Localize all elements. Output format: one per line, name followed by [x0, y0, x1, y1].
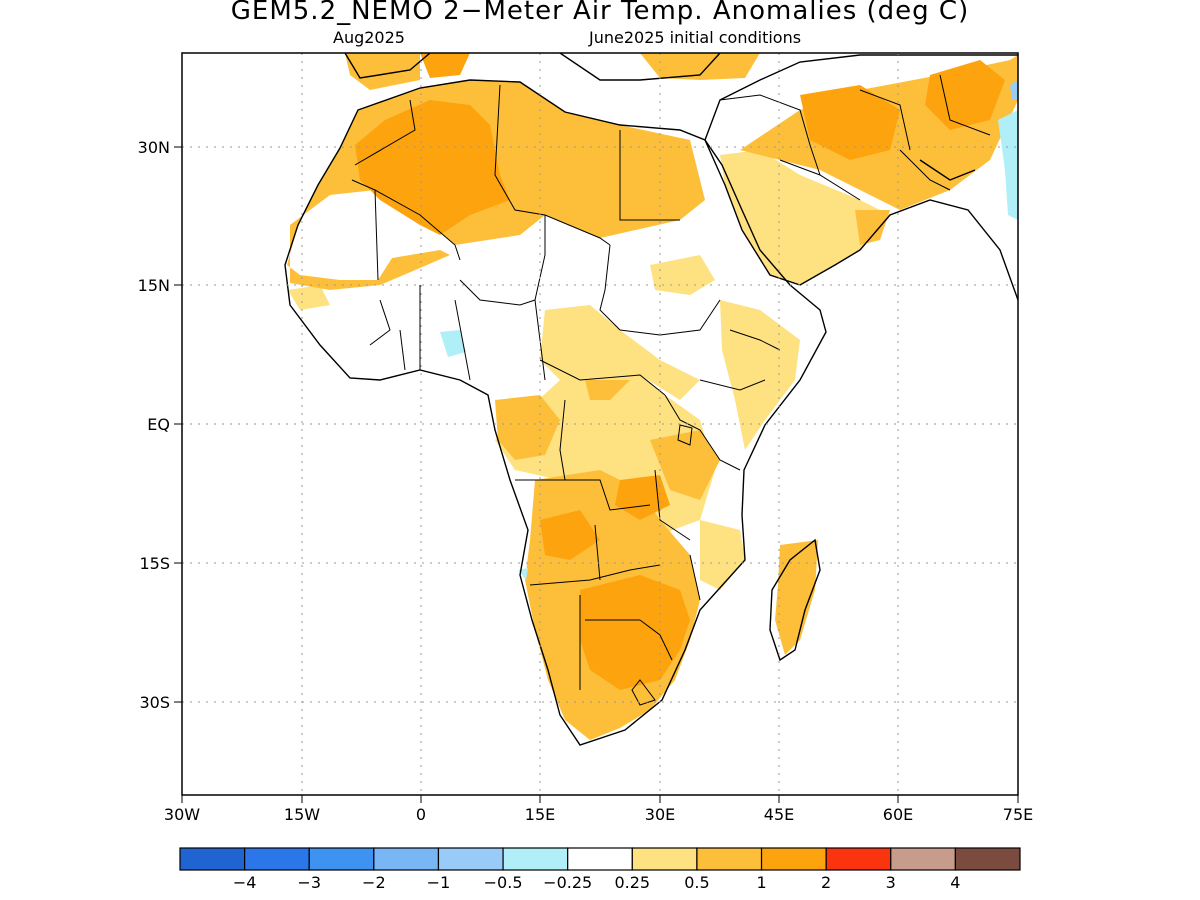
lat-label-30n: 30N [138, 138, 170, 157]
legend-swatch [696, 847, 763, 871]
legend-swatch [567, 847, 633, 871]
legend-label: −4 [233, 873, 257, 892]
forecast-month: Aug2025 [333, 28, 405, 47]
legend-swatch [437, 847, 504, 871]
legend-label: 2 [821, 873, 831, 892]
anomaly-negative-025 [1010, 80, 1018, 100]
lon-label-15w: 15W [284, 805, 320, 824]
legend-label: −2 [362, 873, 386, 892]
legend-label: 3 [886, 873, 896, 892]
lon-label-75e: 75E [1003, 805, 1033, 824]
legend-swatch [890, 847, 956, 871]
lat-label-15n: 15N [138, 276, 170, 295]
legend-swatch [825, 847, 892, 871]
axis-ticks [174, 146, 1019, 803]
lon-label-60e: 60E [883, 805, 913, 824]
legend-swatch [244, 847, 310, 871]
map-plot-area [284, 53, 1018, 746]
legend-swatch [502, 847, 569, 871]
coastlines [284, 53, 1018, 746]
lon-label-30e: 30E [645, 805, 675, 824]
legend-label: 0.5 [684, 873, 709, 892]
anomaly-negative-small [440, 110, 1018, 580]
legend-label: 0.25 [614, 873, 650, 892]
legend-label: −3 [297, 873, 321, 892]
lon-label-45e: 45E [764, 805, 794, 824]
legend-swatch [308, 847, 375, 871]
legend-swatch [954, 847, 1021, 871]
country-borders [351, 74, 991, 706]
legend-label: 1 [756, 873, 766, 892]
legend-swatch [179, 847, 246, 871]
lat-label-30s: 30S [139, 693, 170, 712]
lat-label-15s: 15S [139, 554, 170, 573]
legend-label: 4 [950, 873, 960, 892]
gridlines [182, 53, 1018, 795]
color-legend: −4 −3 −2 −1 −0.5 −0.25 0.25 0.5 1 2 3 4 [179, 847, 1021, 892]
europe-land [345, 53, 720, 80]
legend-swatch [760, 847, 827, 871]
legend-swatch [631, 847, 698, 871]
legend-swatch [373, 847, 440, 871]
initial-conditions: June2025 initial conditions [589, 28, 802, 47]
lon-label-15e: 15E [525, 805, 555, 824]
lon-label-0: 0 [416, 805, 426, 824]
legend-label: −0.25 [543, 873, 592, 892]
anomaly-2-to-3 [355, 53, 1005, 690]
lon-label-30w: 30W [164, 805, 200, 824]
lat-label-eq: EQ [147, 415, 170, 434]
legend-label: −1 [427, 873, 451, 892]
legend-label: −0.5 [484, 873, 523, 892]
chart-title: GEM5.2_NEMO 2−Meter Air Temp. Anomalies … [230, 0, 970, 26]
